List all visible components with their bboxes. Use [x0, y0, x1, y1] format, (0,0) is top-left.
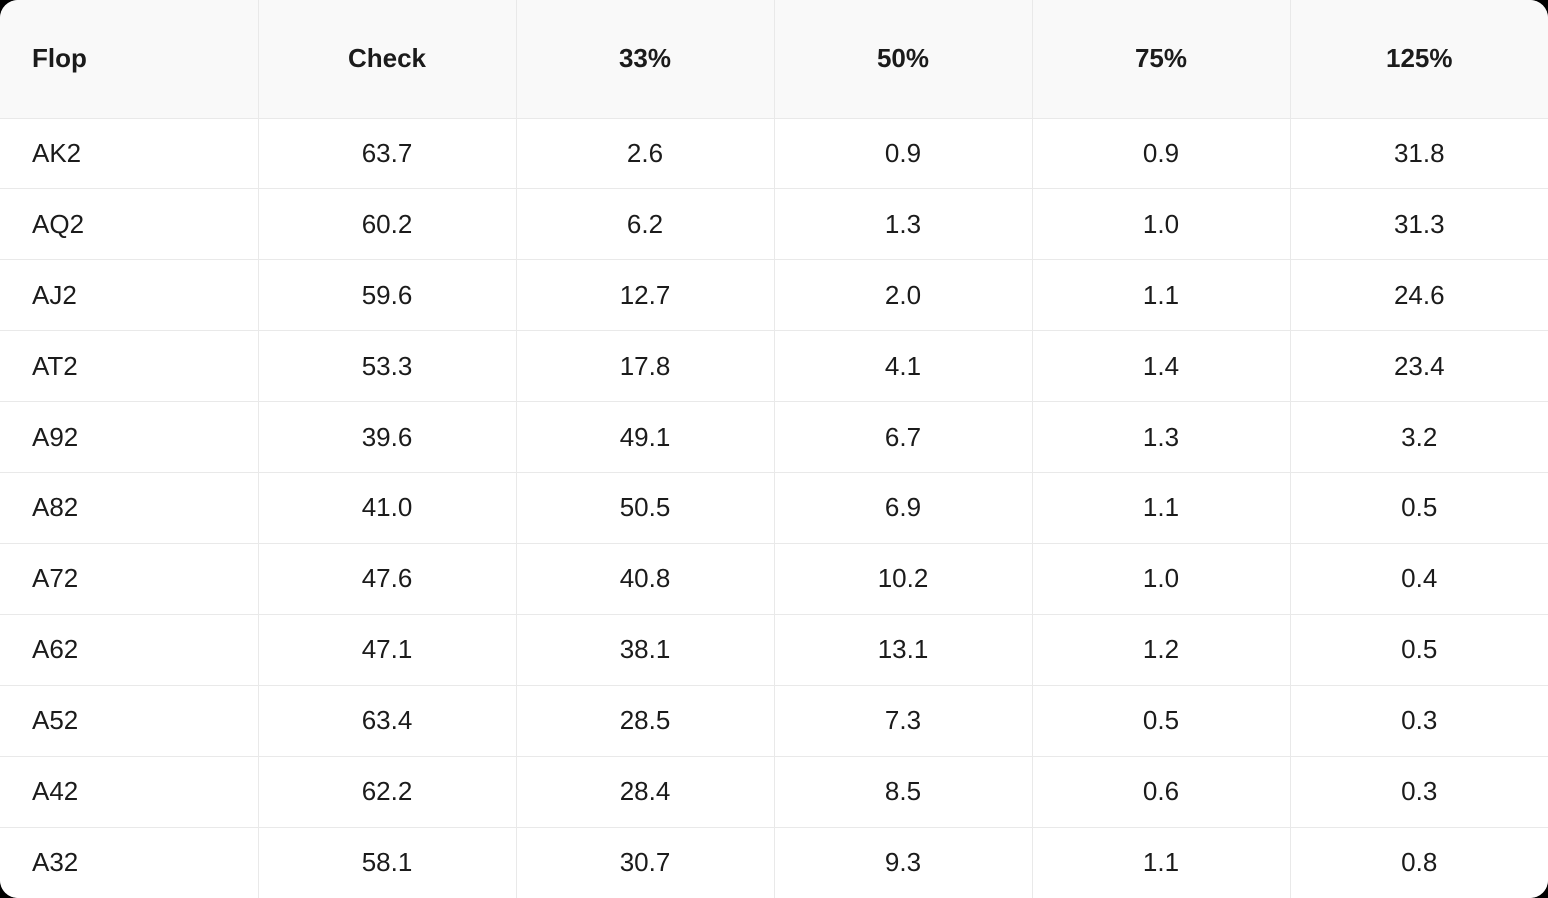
col-header-bet75[interactable]: 75%: [1031, 0, 1291, 119]
table-row[interactable]: A92 39.6 49.1 6.7 1.3 3.2: [0, 401, 1548, 474]
value-cell: 23.4: [1289, 330, 1548, 403]
flop-cell: AT2: [0, 330, 259, 403]
value-cell: 63.7: [257, 117, 517, 190]
value-cell: 1.1: [1031, 472, 1291, 544]
value-cell: 6.7: [773, 401, 1033, 474]
value-cell: 9.3: [773, 826, 1033, 898]
value-cell: 3.2: [1289, 401, 1548, 474]
value-cell: 58.1: [257, 826, 517, 898]
value-cell: 41.0: [257, 472, 517, 544]
col-header-bet50[interactable]: 50%: [773, 0, 1033, 119]
value-cell: 62.2: [257, 755, 517, 828]
header-row: Flop Check 33% 50% 75% 125%: [0, 0, 1548, 119]
table-row[interactable]: A42 62.2 28.4 8.5 0.6 0.3: [0, 755, 1548, 828]
table-row[interactable]: A62 47.1 38.1 13.1 1.2 0.5: [0, 613, 1548, 686]
value-cell: 6.2: [515, 188, 775, 261]
flop-cell: AK2: [0, 117, 259, 190]
value-cell: 0.8: [1289, 826, 1548, 898]
value-cell: 49.1: [515, 401, 775, 474]
value-cell: 50.5: [515, 472, 775, 544]
value-cell: 63.4: [257, 684, 517, 757]
value-cell: 2.0: [773, 259, 1033, 332]
value-cell: 60.2: [257, 188, 517, 261]
value-cell: 10.2: [773, 542, 1033, 615]
value-cell: 24.6: [1289, 259, 1548, 332]
value-cell: 47.1: [257, 613, 517, 686]
value-cell: 1.1: [1031, 826, 1291, 898]
value-cell: 31.3: [1289, 188, 1548, 261]
flop-cell: A32: [0, 826, 259, 898]
flop-cell: A92: [0, 401, 259, 474]
value-cell: 1.2: [1031, 613, 1291, 686]
col-header-bet125[interactable]: 125%: [1289, 0, 1548, 119]
flop-cell: A82: [0, 472, 259, 544]
value-cell: 1.4: [1031, 330, 1291, 403]
flop-cell: A52: [0, 684, 259, 757]
value-cell: 1.0: [1031, 542, 1291, 615]
flop-cell: A62: [0, 613, 259, 686]
table-body: AK2 63.7 2.6 0.9 0.9 31.8 AQ2 60.2 6.2 1.3 1.0 31.3…: [0, 117, 1548, 898]
flop-cell: AQ2: [0, 188, 259, 261]
table-row[interactable]: AQ2 60.2 6.2 1.3 1.0 31.3: [0, 188, 1548, 261]
flop-cell: A72: [0, 542, 259, 615]
table-header: Flop Check 33% 50% 75% 125%: [0, 0, 1548, 119]
value-cell: 8.5: [773, 755, 1033, 828]
value-cell: 0.5: [1031, 684, 1291, 757]
table-row[interactable]: A82 41.0 50.5 6.9 1.1 0.5: [0, 472, 1548, 544]
table-row[interactable]: A32 58.1 30.7 9.3 1.1 0.8: [0, 826, 1548, 898]
value-cell: 0.5: [1289, 613, 1548, 686]
value-cell: 4.1: [773, 330, 1033, 403]
value-cell: 2.6: [515, 117, 775, 190]
col-header-flop[interactable]: Flop: [0, 0, 259, 119]
value-cell: 0.3: [1289, 684, 1548, 757]
value-cell: 13.1: [773, 613, 1033, 686]
col-header-check[interactable]: Check: [257, 0, 517, 119]
value-cell: 0.9: [773, 117, 1033, 190]
value-cell: 0.3: [1289, 755, 1548, 828]
value-cell: 0.4: [1289, 542, 1548, 615]
value-cell: 38.1: [515, 613, 775, 686]
table-row[interactable]: AJ2 59.6 12.7 2.0 1.1 24.6: [0, 259, 1548, 332]
value-cell: 1.3: [1031, 401, 1291, 474]
value-cell: 28.4: [515, 755, 775, 828]
table-row[interactable]: AT2 53.3 17.8 4.1 1.4 23.4: [0, 330, 1548, 403]
value-cell: 0.9: [1031, 117, 1291, 190]
value-cell: 7.3: [773, 684, 1033, 757]
table-row[interactable]: AK2 63.7 2.6 0.9 0.9 31.8: [0, 117, 1548, 190]
value-cell: 40.8: [515, 542, 775, 615]
value-cell: 17.8: [515, 330, 775, 403]
value-cell: 28.5: [515, 684, 775, 757]
value-cell: 53.3: [257, 330, 517, 403]
flop-cell: AJ2: [0, 259, 259, 332]
value-cell: 47.6: [257, 542, 517, 615]
flop-cell: A42: [0, 755, 259, 828]
value-cell: 1.3: [773, 188, 1033, 261]
value-cell: 1.1: [1031, 259, 1291, 332]
value-cell: 12.7: [515, 259, 775, 332]
value-cell: 59.6: [257, 259, 517, 332]
value-cell: 0.6: [1031, 755, 1291, 828]
value-cell: 6.9: [773, 472, 1033, 544]
value-cell: 30.7: [515, 826, 775, 898]
value-cell: 1.0: [1031, 188, 1291, 261]
value-cell: 0.5: [1289, 472, 1548, 544]
value-cell: 39.6: [257, 401, 517, 474]
col-header-bet33[interactable]: 33%: [515, 0, 775, 119]
value-cell: 31.8: [1289, 117, 1548, 190]
table-row[interactable]: A52 63.4 28.5 7.3 0.5 0.3: [0, 684, 1548, 757]
table-row[interactable]: A72 47.6 40.8 10.2 1.0 0.4: [0, 542, 1548, 615]
